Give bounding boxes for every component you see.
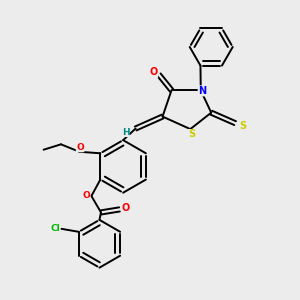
Text: O: O — [82, 191, 90, 200]
Text: O: O — [149, 68, 158, 77]
Text: O: O — [76, 143, 84, 152]
Text: N: N — [198, 86, 206, 96]
Text: Cl: Cl — [50, 224, 60, 233]
Text: O: O — [122, 203, 130, 213]
Text: S: S — [239, 121, 246, 130]
Text: H: H — [122, 128, 129, 136]
Text: S: S — [188, 130, 195, 140]
